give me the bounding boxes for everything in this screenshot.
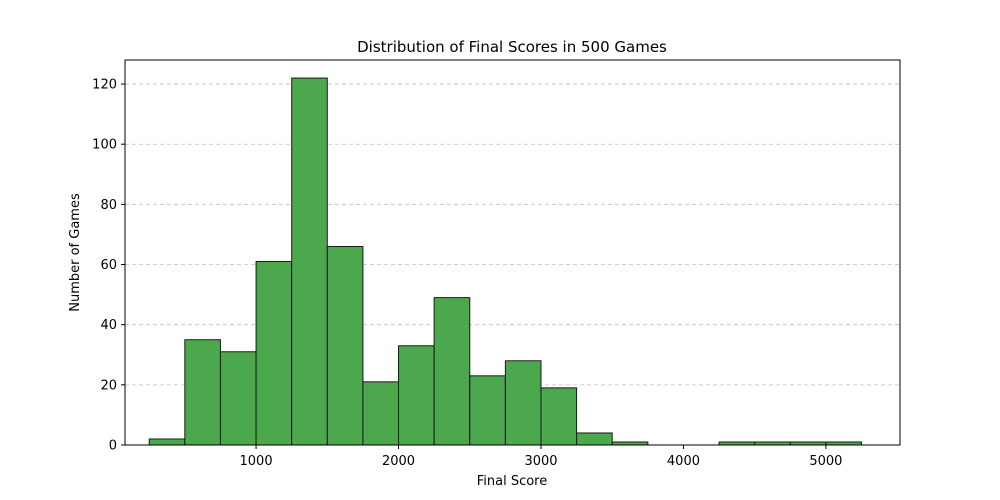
- histogram-bar-5: [326, 245, 364, 446]
- y-tick-label-100: 100: [92, 138, 117, 153]
- y-tick-label-40: 40: [100, 318, 117, 333]
- histogram-bar-2: [219, 351, 257, 446]
- x-tick-label-2000: 2000: [382, 454, 415, 469]
- y-tick-label-120: 120: [92, 78, 117, 93]
- x-tick-label-3000: 3000: [524, 454, 557, 469]
- y-axis-label: Number of Games: [68, 193, 83, 312]
- histogram-bar-7: [398, 345, 435, 446]
- bars: [148, 77, 863, 446]
- histogram-bar-1: [184, 339, 221, 446]
- y-tick-label-80: 80: [100, 198, 117, 213]
- histogram-bar-9: [469, 375, 506, 446]
- x-tick-label-4000: 4000: [667, 454, 700, 469]
- histogram-bar-11: [540, 387, 578, 446]
- histogram-bar-4: [291, 77, 328, 446]
- chart-title: Distribution of Final Scores in 500 Game…: [357, 38, 667, 56]
- grid-lines: [125, 83, 900, 386]
- y-axis-ticks: 0 20 40 60 80 100 120: [92, 78, 125, 454]
- x-tick-label-1000: 1000: [240, 454, 273, 469]
- x-axis-ticks: 1000 2000 3000 4000 5000: [240, 445, 842, 469]
- histogram-bar-10: [504, 360, 542, 446]
- histogram-bar-8: [433, 297, 471, 446]
- x-tick-label-5000: 5000: [809, 454, 842, 469]
- histogram-bar-6: [362, 381, 400, 446]
- y-tick-label-20: 20: [100, 378, 117, 393]
- plot-frame: [124, 59, 901, 446]
- y-tick-label-60: 60: [100, 258, 117, 273]
- histogram-bar-0: [148, 438, 186, 446]
- histogram-bar-12: [576, 432, 613, 446]
- histogram-bar-3: [255, 261, 293, 446]
- y-tick-label-0: 0: [109, 439, 117, 454]
- x-axis-label: Final Score: [477, 474, 548, 489]
